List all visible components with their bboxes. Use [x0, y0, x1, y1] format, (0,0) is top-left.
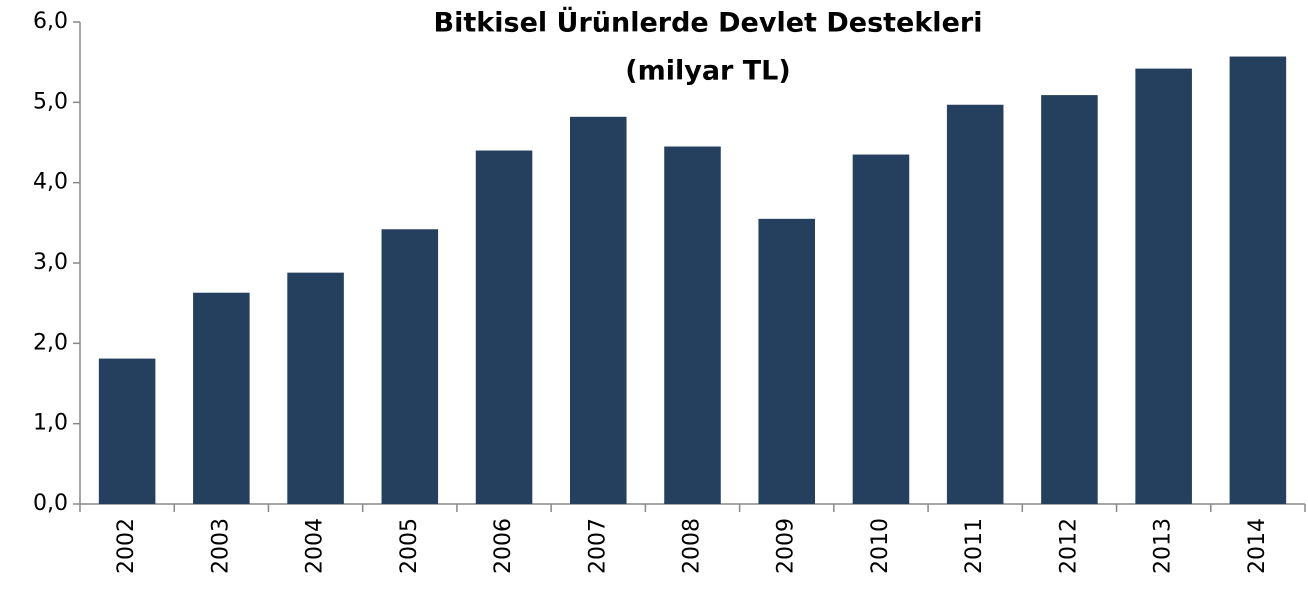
x-tick-label: 2014: [1245, 518, 1270, 574]
x-tick-label: 2011: [962, 518, 987, 574]
bar: [475, 150, 533, 505]
bar: [946, 104, 1004, 504]
y-tick-label: 6,0: [33, 9, 68, 34]
x-tick-label: 2013: [1151, 518, 1176, 574]
chart-title: Bitkisel Ürünlerde Devlet Destekleri: [434, 6, 983, 39]
chart-subtitle: (milyar TL): [625, 56, 790, 87]
bar: [193, 292, 250, 504]
x-tick-label: 2005: [397, 518, 422, 574]
x-tick-label: 2003: [208, 518, 233, 574]
y-tick-label: 0,0: [33, 491, 68, 516]
bar: [287, 272, 344, 504]
bar: [1041, 95, 1098, 504]
x-tick-label: 2012: [1056, 518, 1081, 574]
y-tick-label: 1,0: [33, 411, 68, 436]
bar: [852, 154, 910, 505]
bar: [664, 146, 721, 504]
x-tick-label: 2004: [303, 518, 328, 574]
bar: [98, 358, 156, 504]
x-tick-label: 2009: [774, 518, 799, 574]
x-tick-label: 2007: [585, 518, 610, 574]
y-tick-label: 5,0: [33, 89, 68, 114]
y-tick-label: 3,0: [33, 250, 68, 275]
y-tick-label: 2,0: [33, 330, 68, 355]
bar: [758, 218, 815, 505]
bar: [1135, 68, 1192, 505]
bar: [570, 116, 627, 504]
x-tick-label: 2010: [868, 518, 893, 574]
x-tick-label: 2006: [491, 518, 516, 574]
bar: [1229, 56, 1287, 504]
x-tick-label: 2008: [680, 518, 705, 574]
y-tick-label: 4,0: [33, 170, 68, 195]
bar: [381, 229, 439, 504]
x-tick-label: 2002: [114, 518, 139, 574]
